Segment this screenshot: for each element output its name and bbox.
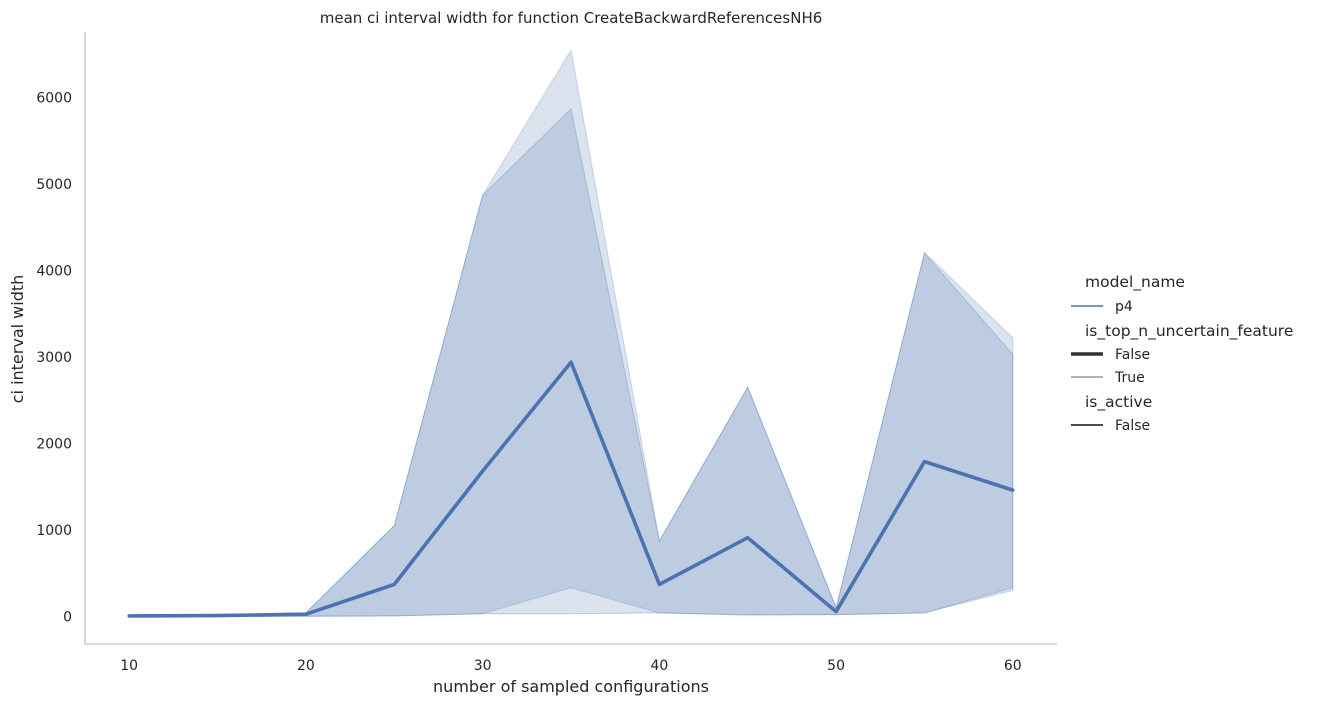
legend: model_name p4 is_top_n_uncertain_feature…: [1071, 273, 1293, 434]
y-axis-label: ci interval width: [8, 275, 27, 404]
y-tick-label: 0: [63, 609, 72, 625]
legend-label-true: True: [1114, 370, 1145, 386]
legend-title-is-top-n: is_top_n_uncertain_feature: [1085, 322, 1293, 341]
chart-title: mean ci interval width for function Crea…: [320, 9, 823, 27]
y-tick-labels: 0 1000 2000 3000 4000 5000 6000: [36, 91, 72, 626]
legend-title-model-name: model_name: [1085, 273, 1185, 292]
axes: [84, 32, 1057, 645]
y-tick-label: 3000: [36, 350, 72, 366]
series-lines: [127, 360, 1015, 618]
x-tick-labels: 10 20 30 40 50 60: [120, 658, 1021, 674]
legend-title-is-active: is_active: [1085, 393, 1152, 412]
ci-band-outer: [128, 48, 1014, 617]
x-tick-label: 20: [297, 658, 315, 674]
x-tick-label: 30: [474, 658, 492, 674]
legend-label-p4: p4: [1115, 299, 1133, 315]
y-tick-label: 6000: [36, 91, 72, 107]
y-tick-label: 1000: [36, 523, 72, 539]
x-axis-label: number of sampled configurations: [433, 677, 709, 696]
x-tick-label: 10: [120, 658, 138, 674]
y-tick-label: 2000: [36, 436, 72, 452]
y-tick-label: 5000: [36, 177, 72, 193]
x-tick-label: 40: [650, 658, 668, 674]
y-tick-label: 4000: [36, 264, 72, 280]
legend-label-false-1: False: [1115, 347, 1150, 363]
ci-bands: [128, 48, 1014, 617]
x-tick-label: 50: [827, 658, 845, 674]
x-tick-label: 60: [1004, 658, 1022, 674]
legend-label-false-2: False: [1115, 418, 1150, 434]
